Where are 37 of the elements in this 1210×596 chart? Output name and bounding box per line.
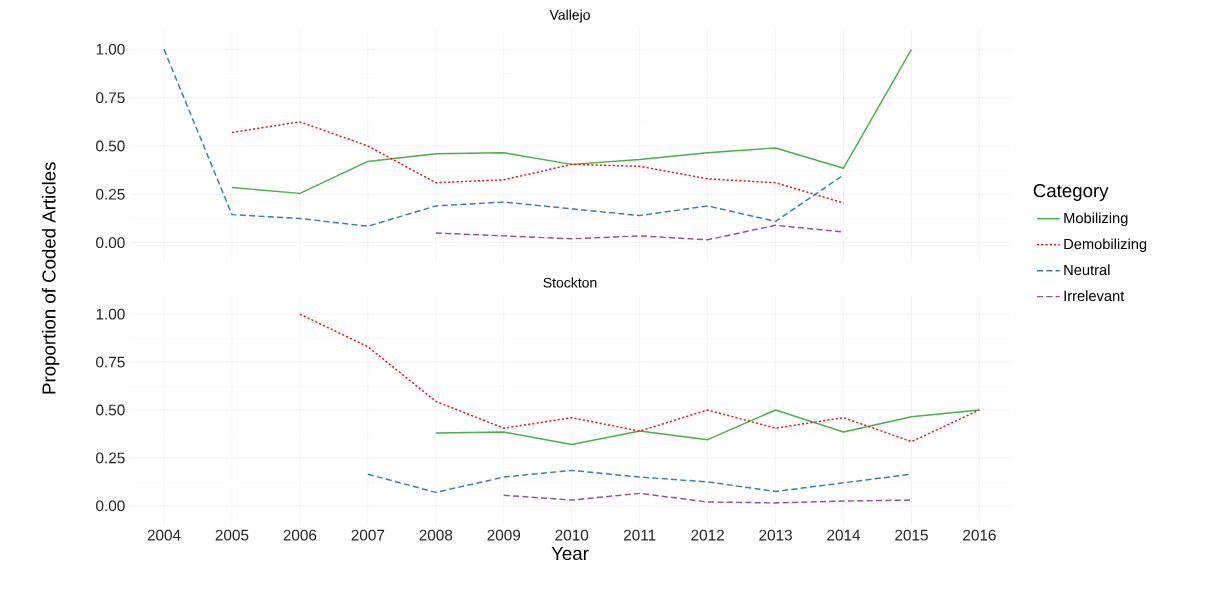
x-tick-label: 2010 xyxy=(555,529,589,541)
y-tick-label: 0.00 xyxy=(96,500,125,512)
y-tick-label: 0.50 xyxy=(96,140,125,152)
chart-title: Vallejo xyxy=(549,9,590,23)
x-tick-label: 2006 xyxy=(283,529,317,541)
x-tick-label: 2016 xyxy=(963,529,996,541)
y-tick-label: 0.75 xyxy=(96,356,125,368)
x-tick-label: 2012 xyxy=(691,529,724,541)
y-tick-label: 1.00 xyxy=(96,308,125,320)
line-series xyxy=(435,409,981,446)
y-tick-label: 0.50 xyxy=(96,404,125,416)
legend-label: Demobilizing xyxy=(1064,238,1147,253)
legend-title: Category xyxy=(1033,184,1109,201)
line-series xyxy=(503,492,913,504)
y-axis-title: Proportion of Coded Articles xyxy=(41,162,60,394)
y-tick-label: 0.75 xyxy=(96,92,125,104)
chart-title: Stockton xyxy=(543,277,597,288)
x-tick-label: 2007 xyxy=(351,529,385,541)
x-axis-title: Year xyxy=(551,547,589,561)
x-tick-label: 2013 xyxy=(759,529,792,541)
x-tick-label: 2004 xyxy=(147,529,181,541)
y-tick-label: 0.00 xyxy=(96,237,125,249)
x-tick-label: 2005 xyxy=(215,529,249,541)
y-tick-label: 1.00 xyxy=(96,43,125,55)
line-series xyxy=(231,121,845,204)
legend-label: Neutral xyxy=(1064,264,1110,276)
x-tick-label: 2011 xyxy=(623,529,656,541)
line-series xyxy=(299,313,981,443)
legend-label: Mobilizing xyxy=(1064,212,1128,227)
line-series xyxy=(231,48,913,195)
y-tick-label: 0.25 xyxy=(96,452,125,464)
x-tick-label: 2014 xyxy=(827,529,861,541)
x-tick-label: 2015 xyxy=(895,529,928,541)
y-tick-label: 0.25 xyxy=(96,188,125,200)
x-tick-label: 2009 xyxy=(487,529,521,541)
legend-label: Irrelevant xyxy=(1064,290,1125,302)
x-tick-label: 2008 xyxy=(419,529,453,541)
